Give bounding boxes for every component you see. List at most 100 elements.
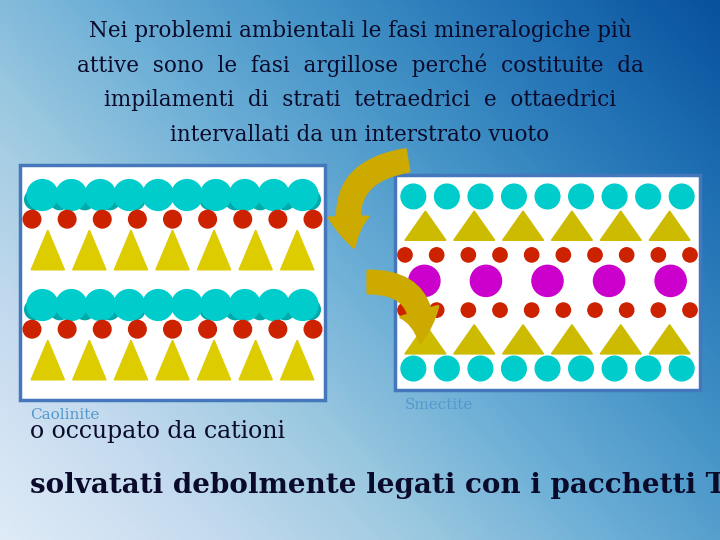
Circle shape — [502, 184, 526, 209]
Circle shape — [250, 190, 270, 210]
Polygon shape — [649, 211, 690, 240]
Circle shape — [493, 248, 507, 262]
Circle shape — [171, 180, 202, 211]
Text: impilamenti  di  strati  tetraedrici  e  ottaedrici: impilamenti di strati tetraedrici e otta… — [104, 89, 616, 111]
Circle shape — [230, 289, 260, 320]
Circle shape — [468, 184, 492, 209]
Circle shape — [27, 180, 58, 211]
Circle shape — [588, 248, 602, 262]
Circle shape — [430, 248, 444, 262]
Circle shape — [50, 300, 70, 320]
Circle shape — [525, 248, 539, 262]
Circle shape — [50, 190, 70, 210]
Circle shape — [58, 211, 76, 228]
Circle shape — [535, 356, 560, 381]
Text: intervallati da un interstrato vuoto: intervallati da un interstrato vuoto — [171, 124, 549, 146]
Circle shape — [24, 190, 45, 210]
Circle shape — [200, 289, 231, 320]
Polygon shape — [31, 230, 64, 270]
Circle shape — [23, 320, 41, 338]
Circle shape — [619, 303, 634, 317]
Circle shape — [435, 356, 459, 381]
Circle shape — [683, 303, 697, 317]
Circle shape — [58, 320, 76, 338]
Text: Caolinite: Caolinite — [30, 408, 99, 422]
Circle shape — [114, 289, 145, 320]
Circle shape — [129, 320, 146, 338]
Circle shape — [175, 300, 195, 320]
Circle shape — [163, 211, 181, 228]
Circle shape — [636, 356, 660, 381]
Circle shape — [56, 289, 86, 320]
FancyArrowPatch shape — [368, 271, 438, 342]
Polygon shape — [114, 230, 148, 270]
Circle shape — [532, 265, 563, 296]
Circle shape — [401, 356, 426, 381]
Polygon shape — [552, 325, 593, 354]
Circle shape — [602, 356, 627, 381]
Polygon shape — [281, 230, 314, 270]
Circle shape — [250, 300, 270, 320]
Circle shape — [468, 356, 492, 381]
Circle shape — [670, 356, 694, 381]
Circle shape — [275, 190, 295, 210]
Polygon shape — [239, 230, 272, 270]
Circle shape — [636, 184, 660, 209]
Polygon shape — [197, 230, 230, 270]
Circle shape — [85, 180, 116, 211]
Polygon shape — [197, 340, 230, 380]
Circle shape — [462, 248, 475, 262]
Polygon shape — [552, 211, 593, 240]
Circle shape — [683, 248, 697, 262]
Circle shape — [125, 300, 145, 320]
Circle shape — [470, 265, 502, 296]
Text: Nei problemi ambientali le fasi mineralogiche più: Nei problemi ambientali le fasi mineralo… — [89, 18, 631, 42]
FancyBboxPatch shape — [395, 175, 700, 390]
Circle shape — [401, 184, 426, 209]
Polygon shape — [405, 211, 446, 240]
Circle shape — [300, 190, 320, 210]
FancyArrowPatch shape — [329, 150, 409, 247]
Circle shape — [143, 289, 174, 320]
Polygon shape — [73, 230, 106, 270]
Polygon shape — [600, 325, 642, 354]
Circle shape — [163, 320, 181, 338]
Circle shape — [100, 300, 120, 320]
Polygon shape — [73, 340, 106, 380]
Circle shape — [225, 190, 245, 210]
Circle shape — [670, 184, 694, 209]
Polygon shape — [503, 325, 544, 354]
Circle shape — [655, 265, 686, 296]
Polygon shape — [649, 325, 690, 354]
Circle shape — [398, 248, 412, 262]
Text: Smectite: Smectite — [405, 398, 473, 412]
Polygon shape — [239, 340, 272, 380]
Circle shape — [125, 190, 145, 210]
Circle shape — [85, 289, 116, 320]
Text: o occupato da cationi: o occupato da cationi — [30, 420, 285, 443]
Polygon shape — [31, 340, 64, 380]
Circle shape — [619, 248, 634, 262]
Polygon shape — [156, 340, 189, 380]
Polygon shape — [405, 325, 446, 354]
Circle shape — [287, 289, 318, 320]
Circle shape — [588, 303, 602, 317]
Circle shape — [409, 265, 440, 296]
Circle shape — [199, 211, 217, 228]
Polygon shape — [156, 230, 189, 270]
Circle shape — [234, 320, 251, 338]
Circle shape — [150, 300, 170, 320]
Circle shape — [269, 211, 287, 228]
Circle shape — [300, 300, 320, 320]
Circle shape — [556, 303, 570, 317]
Circle shape — [258, 180, 289, 211]
Circle shape — [269, 320, 287, 338]
Polygon shape — [454, 325, 495, 354]
Circle shape — [556, 248, 570, 262]
Circle shape — [651, 248, 665, 262]
Circle shape — [493, 303, 507, 317]
Circle shape — [24, 300, 45, 320]
Circle shape — [569, 184, 593, 209]
Circle shape — [535, 184, 560, 209]
Circle shape — [23, 211, 41, 228]
